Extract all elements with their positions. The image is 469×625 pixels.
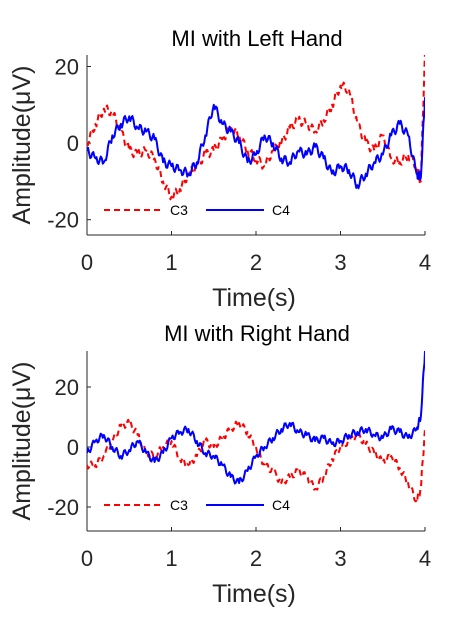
y-tick-label: -20 (47, 208, 79, 233)
y-axis-label: Amplitude(μV) (8, 362, 36, 521)
legend-label: C3 (170, 497, 188, 513)
x-tick-label: 2 (250, 546, 262, 571)
y-tick-label: 20 (55, 54, 79, 79)
series-group (87, 351, 425, 504)
legend-label: C3 (170, 202, 188, 218)
x-axis-label: Time(s) (212, 580, 296, 608)
series-line-c4 (87, 351, 425, 485)
chart-panel-2: MI with Right Hand 0 1 2 3 4 -20 0 20 Time(s) Ampl… (8, 321, 431, 608)
legend-label: C4 (272, 497, 290, 513)
y-tick-label: 0 (67, 131, 79, 156)
x-tick-label: 0 (81, 546, 93, 571)
x-tick-label: 1 (165, 250, 177, 275)
series-line-c3 (87, 55, 425, 202)
y-tick-label: 20 (55, 375, 79, 400)
legend-label: C4 (272, 202, 290, 218)
x-axis-label: Time(s) (212, 284, 296, 312)
x-tick-label: 1 (165, 546, 177, 571)
legend: C3 C4 (104, 202, 290, 218)
y-axis-label: Amplitude(μV) (8, 66, 36, 225)
x-tick-label: 3 (334, 250, 346, 275)
y-tick-label: -20 (47, 495, 79, 520)
legend: C3 C4 (104, 497, 290, 513)
series-group (87, 55, 425, 202)
x-tick-label: 4 (419, 250, 431, 275)
y-tick-label: 0 (67, 435, 79, 460)
x-tick-label: 4 (419, 546, 431, 571)
chart-title: MI with Right Hand (164, 321, 350, 346)
x-tick-label: 0 (81, 250, 93, 275)
x-tick-label: 3 (334, 546, 346, 571)
series-line-c4 (87, 97, 425, 190)
chart-title: MI with Left Hand (171, 26, 342, 51)
x-tick-label: 2 (250, 250, 262, 275)
